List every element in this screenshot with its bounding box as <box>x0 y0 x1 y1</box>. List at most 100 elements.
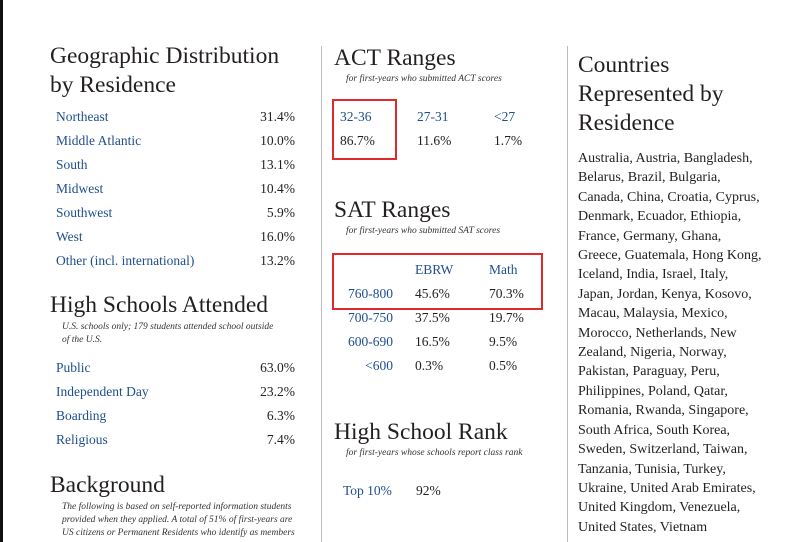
sat-row-ebrw: 0.3% <box>415 358 444 373</box>
hs-row: Religious 7.4% <box>56 432 295 450</box>
sat-highlight-box <box>332 253 543 310</box>
sat-title: SAT Ranges <box>334 197 451 223</box>
geo-row: Midwest 10.4% <box>56 181 295 199</box>
countries-line: Greece, Guatemala, Hong Kong, <box>578 248 762 264</box>
sat-row-range: <600 <box>365 358 393 373</box>
act-range-under-27: <27 <box>494 109 516 124</box>
geo-row-label: Other (incl. international) <box>56 253 195 268</box>
countries-line: Japan, Jordan, Kenya, Kosovo, <box>578 286 752 302</box>
countries-title: Countries Represented by Residence <box>578 51 803 138</box>
background-note: The following is based on self-reported … <box>62 501 315 540</box>
sat-row-math: 70.3% <box>489 286 524 301</box>
countries-line: Iceland, India, Israel, Italy, <box>578 267 729 283</box>
background-title: Background <box>50 472 165 498</box>
sat-row-ebrw: 16.5% <box>415 334 450 349</box>
page-edge <box>0 0 3 542</box>
hs-row-value: 7.4% <box>266 432 295 447</box>
sat-note: for first-years who submitted SAT scores <box>346 226 501 236</box>
countries-line: Belarus, Brazil, Bulgaria, <box>578 170 721 186</box>
geo-row: Northeast 31.4% <box>56 109 295 127</box>
hs-section: High Schools Attended U.S. schools only;… <box>50 291 310 347</box>
background-section: Background The following is based on sel… <box>50 471 315 540</box>
countries-line: Philippines, Poland, Qatar, <box>578 383 728 399</box>
geo-row-value: 10.4% <box>260 181 295 196</box>
geo-row-value: 16.0% <box>260 229 295 244</box>
hs-row-label: Public <box>56 360 91 375</box>
geo-row: West 16.0% <box>56 229 295 247</box>
hs-row: Independent Day 23.2% <box>56 384 295 402</box>
countries-line: Macau, Malaysia, Mexico, <box>578 306 728 322</box>
act-title: ACT Ranges <box>334 45 456 71</box>
hs-row: Boarding 6.3% <box>56 408 295 426</box>
rank-title: High School Rank <box>334 419 508 445</box>
countries-line: Morocco, Netherlands, New <box>578 325 737 341</box>
geo-row-label: Northeast <box>56 109 109 124</box>
act-highlight-box <box>332 99 397 160</box>
sat-row-math: 0.5% <box>489 358 518 373</box>
countries-line: Sweden, Switzerland, Taiwan, <box>578 442 748 458</box>
geo-title-line1: Geographic Distribution <box>50 43 280 69</box>
hs-title: High Schools Attended <box>50 292 269 318</box>
background-note-line1: The following is based on self-reported … <box>62 502 292 512</box>
countries-line: Zealand, Nigeria, Norway, <box>578 345 727 361</box>
act-range-32-36: 32-36 <box>340 109 372 124</box>
geo-row-value: 5.9% <box>266 205 295 220</box>
countries-title-line2: Represented by <box>578 81 724 107</box>
sat-row-math: 19.7% <box>489 310 524 325</box>
hs-row: Public 63.0% <box>56 360 295 378</box>
geo-row-value: 13.2% <box>260 253 295 268</box>
countries-line: Australia, Austria, Bangladesh, <box>578 151 753 166</box>
background-note-line2: provided when they applied. A total of 5… <box>62 515 293 525</box>
hs-row-label: Religious <box>56 432 108 447</box>
countries-line: Pakistan, Paraguay, Peru, <box>578 364 720 380</box>
countries-line: Canada, China, Croatia, Cyprus, <box>578 189 760 205</box>
hs-note-line2: of the U.S. <box>62 335 103 345</box>
column-divider-2 <box>567 46 568 542</box>
countries-line: Romania, Rwanda, Singapore, <box>578 403 749 419</box>
sat-header-ebrw: EBRW <box>415 262 454 277</box>
geo-row-value: 31.4% <box>260 109 295 124</box>
rank-note: for first-years whose schools report cla… <box>346 448 523 458</box>
sat-header-math: Math <box>489 262 518 277</box>
act-value-32-36: 86.7% <box>340 133 375 148</box>
act-section: ACT Ranges for first-years who submitted… <box>334 44 559 86</box>
geo-row-label: West <box>56 229 83 244</box>
hs-row-value: 23.2% <box>260 384 295 399</box>
geo-row-value: 13.1% <box>260 157 295 172</box>
geo-row-label: Southwest <box>56 205 113 220</box>
rank-section: High School Rank for first-years whose s… <box>334 418 559 460</box>
act-note: for first-years who submitted ACT scores <box>346 74 502 84</box>
hs-row-value: 63.0% <box>260 360 295 375</box>
countries-line: Tanzania, Tunisia, Turkey, <box>578 461 726 477</box>
geo-title: Geographic Distribution by Residence <box>50 42 300 100</box>
geo-row-label: Middle Atlantic <box>56 133 142 148</box>
geo-section: Geographic Distribution by Residence <box>50 42 300 100</box>
act-value-under-27: 1.7% <box>494 133 523 148</box>
geo-title-line2: by Residence <box>50 72 176 98</box>
sat-row-range: 700-750 <box>348 310 393 325</box>
hs-row-label: Boarding <box>56 408 107 423</box>
countries-line: United Kingdom, Venezuela, <box>578 500 741 516</box>
sat-row-ebrw: 37.5% <box>415 310 450 325</box>
countries-title-line1: Countries <box>578 52 670 78</box>
countries-section: Countries Represented by Residence <box>578 51 803 138</box>
background-note-line3: US citizens or Permanent Residents who i… <box>62 528 295 538</box>
sat-row-range: 600-690 <box>348 334 393 349</box>
geo-row: South 13.1% <box>56 157 295 175</box>
act-range-27-31: 27-31 <box>417 109 449 124</box>
countries-line: South Africa, South Korea, <box>578 422 731 438</box>
geo-row-label: South <box>56 157 88 172</box>
countries-line: France, Germany, Ghana, <box>578 228 722 244</box>
sat-row-range: 760-800 <box>348 286 393 301</box>
sat-row-math: 9.5% <box>489 334 518 349</box>
countries-list: Australia, Austria, Bangladesh, Belarus, … <box>578 149 803 537</box>
sat-row-ebrw: 45.6% <box>415 286 450 301</box>
sat-section: SAT Ranges for first-years who submitted… <box>334 196 559 238</box>
hs-note-line1: U.S. schools only; 179 students attended… <box>62 322 274 332</box>
countries-line: Ukraine, United Arab Emirates, <box>578 480 756 496</box>
geo-row: Other (incl. international) 13.2% <box>56 253 295 271</box>
countries-line: United States, Vietnam <box>578 519 708 535</box>
hs-row-label: Independent Day <box>56 384 149 399</box>
rank-label-top10: Top 10% <box>343 483 392 498</box>
geo-row-label: Midwest <box>56 181 104 196</box>
